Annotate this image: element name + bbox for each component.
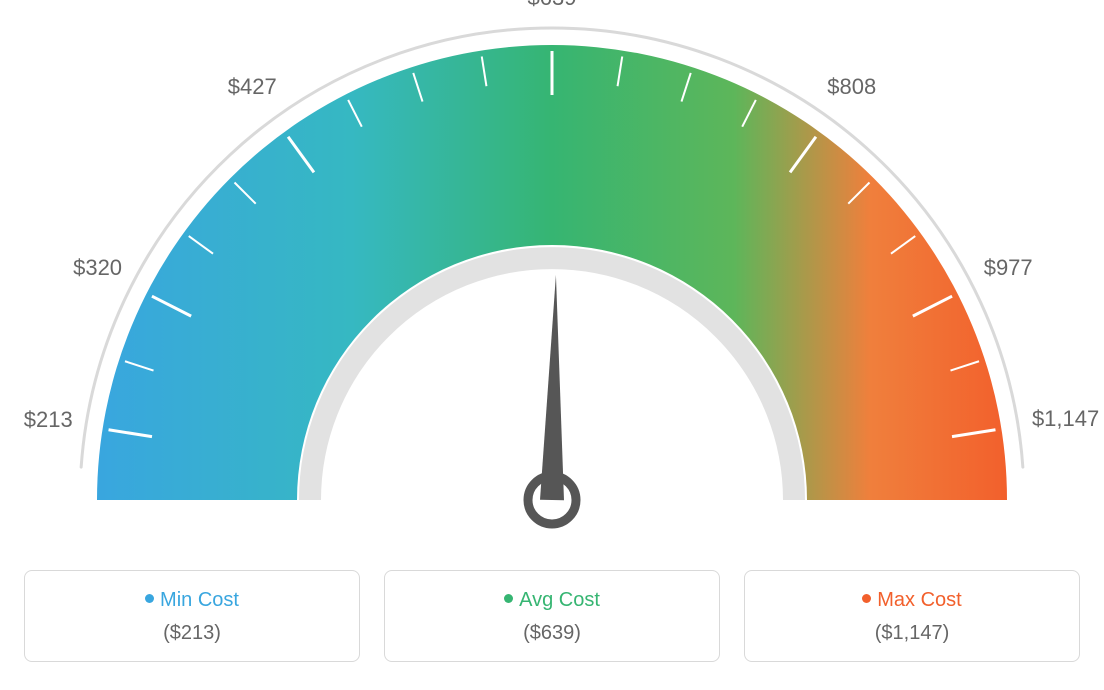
max-cost-label: Max Cost: [757, 589, 1067, 612]
gauge-tick-label: $977: [984, 255, 1033, 281]
gauge-tick-label: $213: [24, 407, 73, 433]
avg-cost-label: Avg Cost: [397, 589, 707, 612]
avg-cost-card: Avg Cost ($639): [384, 570, 720, 662]
gauge-tick-label: $320: [73, 255, 122, 281]
gauge-tick-label: $1,147: [1032, 406, 1099, 432]
max-cost-card: Max Cost ($1,147): [744, 570, 1080, 662]
min-cost-label-text: Min Cost: [160, 589, 239, 611]
avg-cost-label-text: Avg Cost: [519, 589, 600, 611]
gauge-chart: $213 $320 $427 $639 $808 $977 $1,147: [0, 0, 1104, 560]
gauge-tick-label: $427: [228, 74, 277, 100]
legend-cards: Min Cost ($213) Avg Cost ($639) Max Cost…: [24, 570, 1080, 662]
max-cost-label-text: Max Cost: [877, 589, 961, 611]
min-cost-label: Min Cost: [37, 589, 347, 612]
gauge-svg: [0, 0, 1104, 560]
min-cost-card: Min Cost ($213): [24, 570, 360, 662]
dot-icon: [862, 594, 871, 603]
gauge-tick-label: $808: [827, 74, 876, 100]
gauge-tick-label: $639: [528, 0, 577, 11]
max-cost-value: ($1,147): [757, 622, 1067, 645]
avg-cost-value: ($639): [397, 622, 707, 645]
dot-icon: [145, 594, 154, 603]
min-cost-value: ($213): [37, 622, 347, 645]
dot-icon: [504, 594, 513, 603]
